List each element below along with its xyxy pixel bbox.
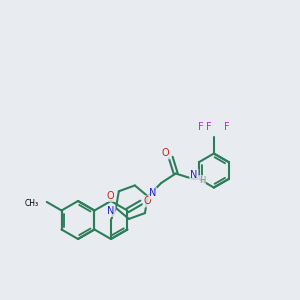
Text: CH₃: CH₃ (25, 200, 39, 208)
Text: N: N (149, 188, 157, 198)
Text: F: F (206, 122, 212, 132)
Text: F: F (224, 122, 230, 132)
Text: N: N (107, 206, 115, 216)
Text: F: F (198, 122, 204, 132)
Text: O: O (143, 196, 151, 206)
Text: N: N (190, 169, 197, 179)
Text: O: O (106, 191, 114, 201)
Text: H: H (199, 176, 205, 185)
Text: O: O (162, 148, 169, 158)
